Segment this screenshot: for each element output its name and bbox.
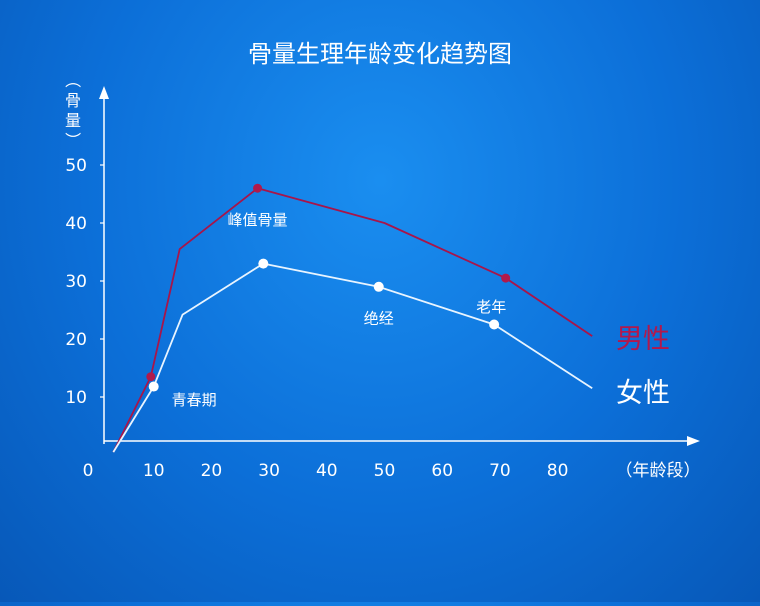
y-tick-labels: 10 20 30 40 50 (65, 156, 104, 408)
series-markers (146, 183, 511, 392)
x-tick-label: 70 (489, 461, 511, 481)
x-axis-label: （年龄段） (616, 461, 701, 481)
annotation-label: 峰值骨量 (228, 211, 288, 229)
series-lines (112, 187, 593, 453)
x-tick-label: 50 (374, 461, 396, 481)
origin-label: 0 (83, 461, 94, 481)
data-point-male (146, 372, 156, 382)
x-tick-labels: 10 20 30 40 50 60 70 80 (143, 461, 569, 481)
x-tick-label: 20 (201, 461, 223, 481)
annotation-label: 老年 (476, 298, 506, 316)
y-tick-label: 10 (65, 388, 87, 408)
y-tick-label: 20 (65, 330, 87, 350)
y-axis-arrow (99, 86, 109, 99)
x-tick-label: 60 (431, 461, 453, 481)
y-tick-label: 30 (65, 272, 87, 292)
chart-title: 骨量生理年龄变化趋势图 (248, 40, 512, 68)
axes (99, 86, 700, 446)
x-axis-arrow (687, 436, 700, 446)
y-axis-label: （ 骨量 ） (63, 72, 82, 148)
y-tick-label: 50 (65, 156, 87, 176)
data-point-male (253, 183, 263, 193)
legend-label-female: 女性 (616, 378, 670, 409)
y-axis-label-char: 骨 (65, 91, 81, 110)
x-tick-label: 30 (258, 461, 280, 481)
y-axis-label-char: ） (63, 132, 82, 148)
y-tick-label: 40 (65, 214, 87, 234)
y-axis-label-char: （ (63, 72, 82, 88)
y-axis-label-char: 量 (65, 111, 81, 130)
data-point-female (373, 281, 384, 292)
x-tick-label: 10 (143, 461, 165, 481)
data-point-female (258, 258, 269, 269)
data-point-female (148, 381, 159, 392)
series-line-female (112, 262, 593, 453)
x-tick-label: 80 (547, 461, 569, 481)
series-line-male (112, 187, 593, 453)
data-point-female (489, 319, 500, 330)
data-point-male (501, 273, 511, 283)
legend-label-male: 男性 (616, 324, 670, 355)
annotation-label: 青春期 (172, 391, 217, 409)
x-tick-label: 40 (316, 461, 338, 481)
annotation-label: 绝经 (364, 310, 394, 328)
